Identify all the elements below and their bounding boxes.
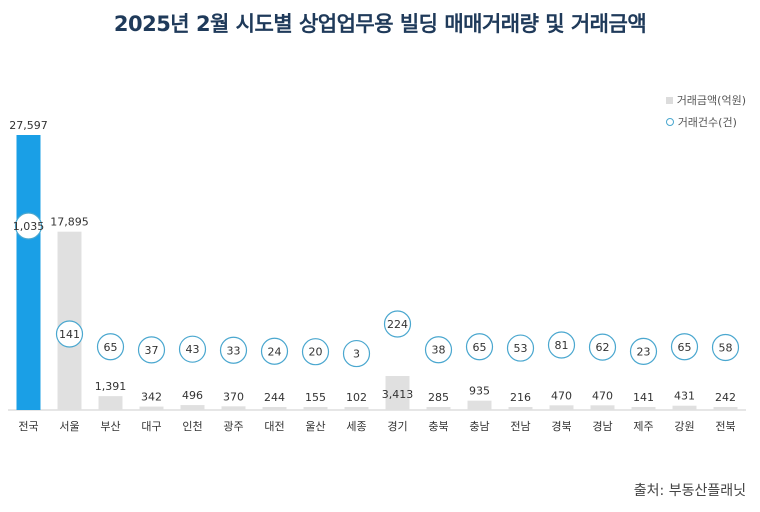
bar-17 (713, 407, 738, 410)
value-label-0: 27,597 (9, 119, 48, 132)
value-label-3: 342 (141, 391, 162, 404)
bar-8 (344, 407, 369, 410)
value-label-12: 216 (510, 391, 531, 404)
bar-7 (303, 407, 328, 410)
count-marker-13 (547, 331, 576, 359)
count-label-12: 53 (514, 342, 528, 355)
legend: 거래금액(억원) 거래건수(건) (665, 92, 746, 136)
count-label-5: 33 (227, 344, 241, 357)
count-label-10: 38 (432, 344, 446, 357)
bar-3 (139, 406, 164, 410)
value-label-15: 141 (633, 391, 654, 404)
count-label-8: 3 (353, 348, 360, 361)
bar-4 (180, 405, 205, 410)
source-note: 출처: 부동산플래닛 (633, 483, 746, 499)
category-label-6: 대전 (264, 420, 284, 433)
count-marker-17 (711, 333, 740, 362)
value-label-5: 370 (223, 390, 244, 403)
count-label-14: 62 (596, 341, 610, 354)
count-marker-8 (342, 339, 371, 368)
count-marker-9 (383, 310, 412, 338)
legend-swatch-count (665, 118, 674, 126)
value-label-8: 102 (346, 391, 367, 404)
legend-item-count: 거래건수(건) (665, 114, 746, 130)
category-label-15: 제주 (633, 420, 653, 433)
count-label-7: 20 (309, 346, 323, 359)
category-label-16: 강원 (674, 420, 694, 433)
value-label-6: 244 (264, 391, 285, 404)
count-label-2: 65 (104, 341, 118, 354)
count-marker-0 (14, 212, 43, 240)
count-label-16: 65 (678, 341, 692, 354)
value-label-4: 496 (182, 389, 203, 402)
category-label-4: 인천 (182, 419, 202, 433)
bar-11 (467, 400, 492, 410)
category-label-5: 광주 (223, 420, 243, 433)
count-marker-5 (219, 336, 248, 364)
category-label-12: 전남 (510, 420, 530, 433)
category-label-2: 부산 (100, 420, 120, 433)
count-marker-14 (588, 333, 617, 361)
count-marker-10 (424, 336, 453, 364)
count-label-6: 24 (268, 345, 282, 358)
count-marker-3 (137, 336, 166, 364)
category-label-10: 충북 (428, 420, 448, 433)
count-label-15: 23 (637, 345, 651, 358)
value-label-13: 470 (551, 389, 572, 402)
value-label-14: 470 (592, 389, 613, 402)
count-marker-7 (301, 338, 330, 366)
bar-14 (590, 405, 615, 410)
category-label-14: 경남 (592, 420, 612, 433)
count-marker-6 (260, 337, 289, 365)
count-label-4: 43 (186, 343, 200, 356)
bar-2 (98, 396, 123, 410)
value-label-2: 1,391 (95, 380, 127, 393)
category-label-13: 경북 (551, 420, 571, 433)
category-label-11: 충남 (469, 420, 489, 433)
value-label-9: 3,413 (382, 388, 414, 401)
bar-9 (385, 375, 410, 410)
count-label-3: 37 (145, 344, 159, 357)
count-label-1: 141 (59, 328, 80, 341)
category-label-3: 대구 (141, 420, 161, 433)
category-label-0: 전국 (18, 420, 38, 433)
count-label-0: 1,035 (13, 220, 45, 233)
count-marker-1 (55, 320, 84, 348)
value-label-10: 285 (428, 391, 449, 404)
count-label-13: 81 (555, 339, 569, 352)
bar-15 (631, 407, 656, 410)
legend-label-count: 거래건수(건) (677, 116, 737, 129)
count-marker-15 (629, 337, 658, 365)
bar-6 (262, 407, 287, 410)
bar-0 (16, 135, 41, 410)
value-label-7: 155 (305, 391, 326, 404)
value-label-1: 17,895 (50, 216, 89, 229)
category-label-8: 세종 (346, 420, 366, 433)
legend-label-amount: 거래금액(억원) (676, 94, 746, 107)
bar-13 (549, 405, 574, 410)
category-label-7: 울산 (305, 420, 325, 433)
chart-title: 2025년 2월 시도별 상업업무용 빌딩 매매거래량 및 거래금액 (113, 12, 647, 36)
count-marker-12 (506, 334, 535, 362)
category-label-17: 전북 (715, 420, 735, 433)
count-marker-2 (96, 333, 125, 361)
category-label-9: 경기 (387, 420, 407, 433)
count-label-9: 224 (387, 318, 408, 331)
value-label-16: 431 (674, 390, 695, 403)
bar-5 (221, 406, 246, 410)
category-label-1: 서울 (59, 420, 79, 433)
value-label-17: 242 (715, 391, 736, 404)
value-label-11: 935 (469, 385, 490, 398)
legend-item-amount: 거래금액(억원) (665, 92, 746, 108)
count-marker-4 (178, 335, 207, 363)
count-marker-16 (670, 333, 699, 361)
count-label-17: 58 (719, 342, 733, 355)
bar-10 (426, 407, 451, 410)
bar-16 (672, 405, 697, 410)
bar-12 (508, 407, 533, 410)
count-marker-11 (465, 333, 494, 361)
count-label-11: 65 (473, 341, 487, 354)
legend-swatch-amount (665, 96, 673, 104)
